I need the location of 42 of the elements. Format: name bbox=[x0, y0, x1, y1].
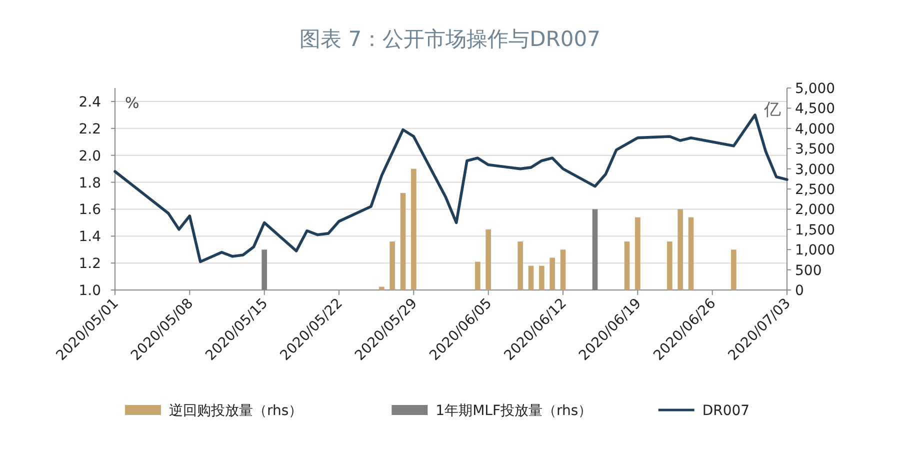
chart-title: 图表 7：公开市场操作与DR007 bbox=[300, 27, 600, 51]
bar bbox=[390, 242, 395, 290]
bar bbox=[688, 217, 694, 290]
legend-label: 1年期MLF投放量（rhs） bbox=[436, 403, 592, 419]
y2-axis-title: 亿 bbox=[763, 100, 781, 120]
bar bbox=[550, 258, 555, 290]
bar bbox=[624, 242, 630, 290]
y-tick-label: 2.0 bbox=[78, 148, 101, 164]
y2-tick-label: 2,000 bbox=[795, 202, 836, 218]
bar bbox=[518, 242, 523, 290]
y2-tick-label: 3,500 bbox=[795, 142, 836, 158]
bar bbox=[475, 262, 480, 290]
y-tick-label: 1.0 bbox=[78, 283, 101, 299]
bar bbox=[400, 193, 406, 290]
bar bbox=[635, 217, 640, 290]
legend-label: DR007 bbox=[702, 403, 750, 419]
bar bbox=[411, 168, 416, 290]
y-tick-label: 1.8 bbox=[78, 175, 101, 192]
bar bbox=[379, 286, 384, 290]
y2-tick-label: 5,000 bbox=[795, 81, 836, 97]
y-tick-label: 2.4 bbox=[78, 94, 102, 110]
y2-tick-label: 0 bbox=[795, 283, 804, 299]
bar bbox=[539, 266, 544, 290]
legend-label: 逆回购投放量（rhs） bbox=[169, 403, 303, 419]
bar bbox=[667, 242, 672, 290]
y2-tick-label: 1,500 bbox=[795, 222, 836, 238]
y-tick-label: 1.4 bbox=[78, 229, 102, 246]
y-tick-label: 1.2 bbox=[78, 256, 101, 272]
bar bbox=[731, 250, 736, 290]
y-axis-title: % bbox=[125, 94, 140, 112]
y-tick-label: 2.2 bbox=[78, 121, 101, 138]
y2-tick-label: 3,000 bbox=[795, 162, 836, 178]
bar bbox=[528, 266, 534, 290]
y2-tick-label: 500 bbox=[795, 262, 822, 279]
y2-tick-label: 4,500 bbox=[795, 101, 836, 118]
bar bbox=[678, 209, 683, 290]
bar bbox=[560, 250, 566, 290]
y2-tick-label: 4,000 bbox=[795, 121, 836, 138]
bar bbox=[486, 229, 491, 290]
y2-tick-label: 1,000 bbox=[795, 242, 836, 259]
y-tick-label: 1.6 bbox=[78, 202, 102, 218]
y2-tick-label: 2,500 bbox=[795, 182, 836, 198]
